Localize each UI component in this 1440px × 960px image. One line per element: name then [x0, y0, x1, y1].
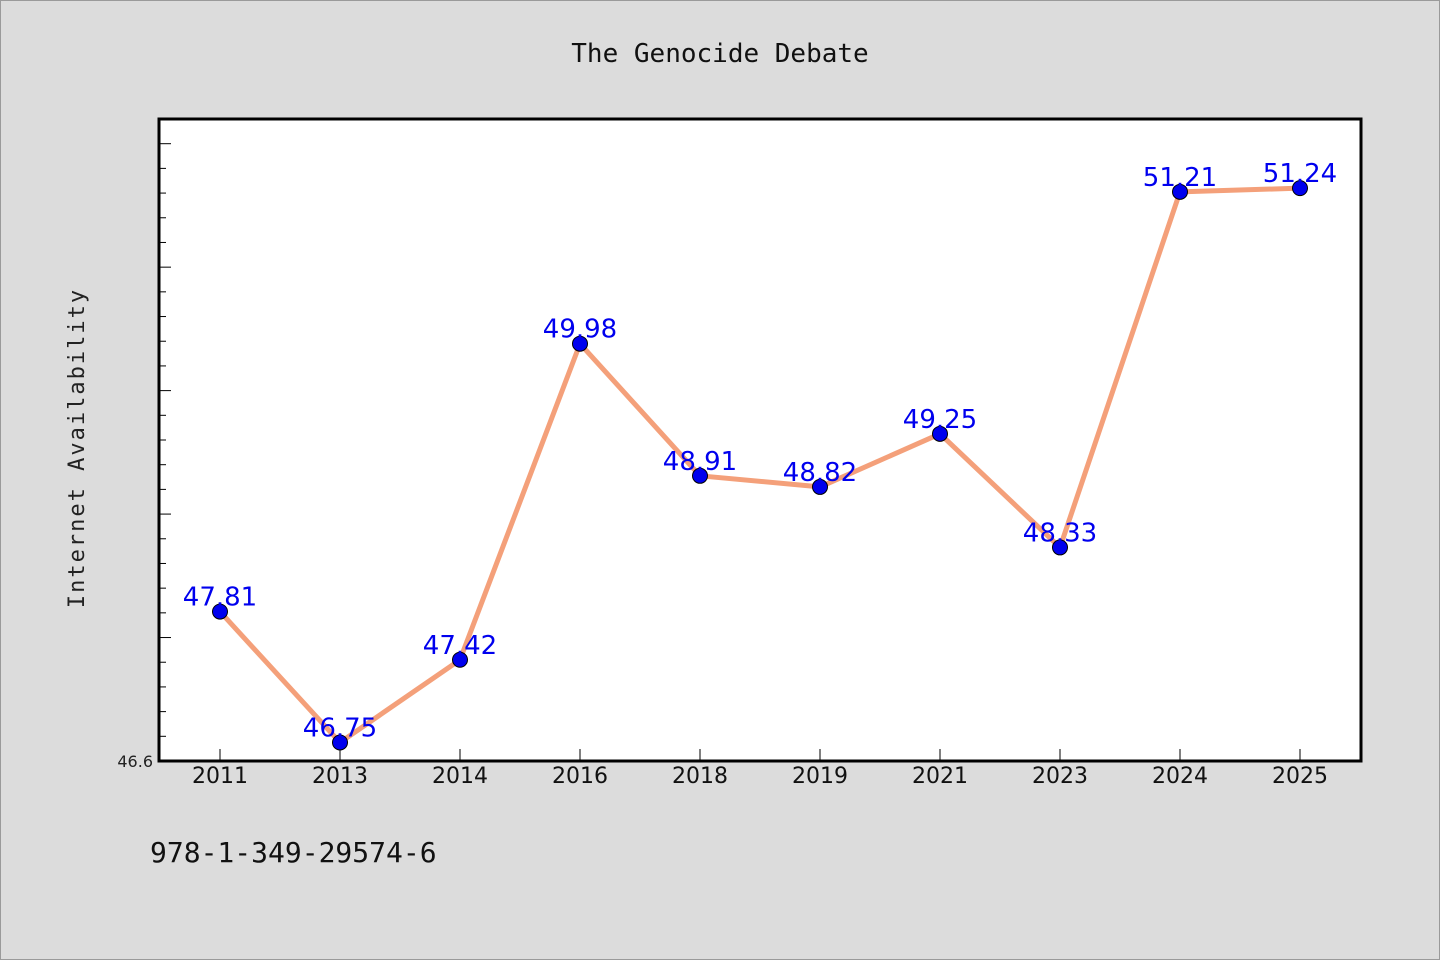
data-label: 48.82: [783, 458, 857, 488]
data-point: [692, 467, 708, 484]
x-tick-label: 2024: [1152, 764, 1208, 789]
x-tick-label: 2023: [1032, 764, 1088, 789]
y-axis-ticks: 46.6: [117, 118, 171, 771]
data-label: 48.91: [663, 447, 737, 477]
series-line: [217, 185, 1303, 745]
data-point: [812, 478, 828, 495]
data-label: 48.33: [1023, 518, 1097, 548]
y-axis-label: Internet Availability: [65, 288, 90, 608]
data-point: [1052, 539, 1068, 556]
x-tick-label: 2025: [1272, 764, 1328, 789]
series-group: 47.81 46.75 47.42 49.98 48.91 48.82 49.25 48.33…: [183, 159, 1337, 751]
data-label: 51.24: [1263, 159, 1337, 189]
y-tick-label: 46.6: [117, 752, 153, 771]
data-point: [932, 425, 948, 442]
data-point: [572, 335, 588, 352]
isbn-text: 978-1-349-29574-6: [150, 836, 437, 869]
data-label: 46.75: [303, 713, 377, 743]
x-tick-label: 2019: [792, 764, 848, 789]
data-point: [1292, 180, 1308, 197]
data-label: 47.42: [423, 631, 497, 661]
plot-area: [157, 117, 1363, 763]
data-point: [452, 651, 468, 668]
data-point: [212, 603, 228, 620]
x-tick-label: 2014: [432, 764, 488, 789]
x-tick-label: 2011: [192, 764, 248, 789]
data-label: 49.98: [543, 315, 617, 345]
data-point: [332, 734, 348, 751]
x-tick-label: 2016: [552, 764, 608, 789]
x-axis-ticks: 2011 2013 2014 2016 2018 2019 2021 2023 2024 2025: [192, 749, 1328, 789]
x-tick-label: 2021: [912, 764, 968, 789]
data-label: 49.25: [903, 405, 977, 435]
x-tick-label: 2018: [672, 764, 728, 789]
data-label: 47.81: [183, 583, 257, 613]
x-tick-label: 2013: [312, 764, 368, 789]
chart-title: The Genocide Debate: [571, 39, 868, 69]
data-label: 51.21: [1143, 163, 1217, 193]
data-point: [1172, 183, 1188, 200]
